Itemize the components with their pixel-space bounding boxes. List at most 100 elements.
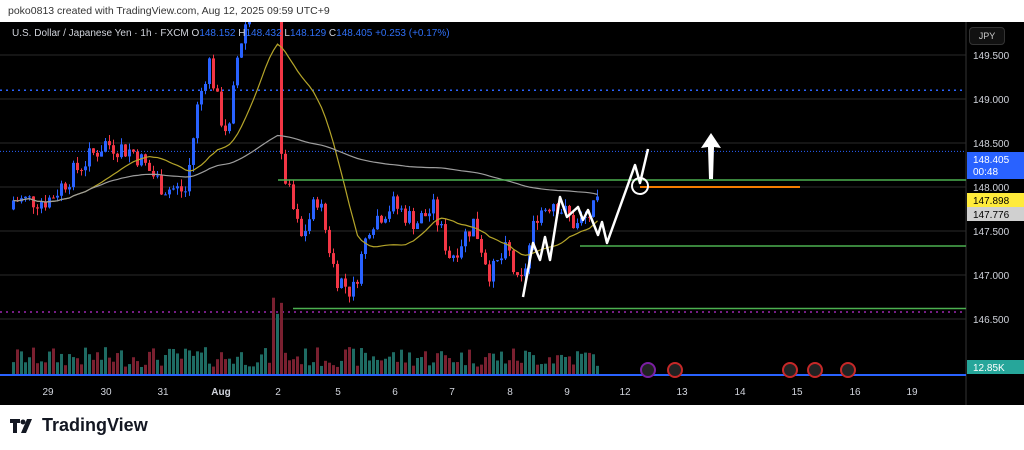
candle (332, 253, 335, 264)
volume-bar (224, 359, 227, 375)
volume-bar (404, 362, 407, 375)
volume-bar (480, 364, 483, 375)
candle (188, 164, 191, 192)
candle (380, 215, 383, 223)
volume-bar (232, 363, 235, 375)
candle (440, 224, 443, 226)
candle (28, 196, 31, 198)
candle (236, 57, 239, 86)
candle (368, 234, 371, 239)
candle (228, 123, 231, 132)
volume-bar (92, 359, 95, 375)
volume-bar (188, 350, 191, 375)
candle (168, 189, 171, 195)
price-tick-label: 148.000 (973, 183, 1010, 194)
volume-bar (272, 297, 275, 375)
price-tick-label: 147.500 (973, 227, 1010, 238)
volume-bar (260, 354, 263, 375)
candle (328, 229, 331, 254)
currency-button[interactable]: JPY (969, 27, 1005, 45)
candle (40, 201, 43, 209)
candle (388, 211, 391, 219)
candle (392, 196, 395, 212)
time-tick-label: 19 (906, 387, 918, 398)
candle (104, 141, 107, 152)
candle (324, 203, 327, 230)
volume-bar (252, 366, 255, 375)
volume-bar (148, 351, 151, 375)
candle (116, 153, 119, 158)
volume-bar (264, 348, 267, 375)
volume-bar (116, 353, 119, 375)
candle (240, 43, 243, 58)
candle (340, 278, 343, 289)
candle (76, 162, 79, 171)
candle (348, 286, 351, 297)
candle (36, 207, 39, 209)
volume-bar (576, 351, 579, 375)
volume-bar (560, 354, 563, 375)
candle (92, 148, 95, 153)
moving-average-fast (13, 43, 598, 256)
candle (336, 263, 339, 289)
volume-bar (68, 354, 71, 375)
volume-bar (368, 360, 371, 375)
volume-bar (196, 351, 199, 375)
volume-bar (36, 363, 39, 375)
candle (588, 216, 591, 218)
candle (484, 252, 487, 265)
candle (280, 0, 283, 154)
candle (196, 104, 199, 139)
volume-bar (428, 365, 431, 375)
close-label: C (328, 28, 337, 39)
volume-bar (416, 357, 419, 375)
volume-bar (340, 360, 343, 375)
candle (364, 238, 367, 255)
open-label: O (191, 28, 200, 39)
candle (212, 58, 215, 89)
volume-bar (556, 355, 559, 375)
candle (204, 83, 207, 91)
candle (500, 258, 503, 261)
volume-bar (108, 357, 111, 375)
tradingview-logo[interactable]: TradingView (10, 415, 148, 436)
candle (468, 231, 471, 237)
volume-bar (564, 356, 567, 375)
candle (152, 170, 155, 177)
candle (352, 281, 355, 297)
candle (120, 144, 123, 158)
candle (220, 91, 223, 126)
time-tick-label: 29 (42, 387, 54, 398)
volume-bar (180, 358, 183, 375)
candle (480, 238, 483, 253)
volume-bar (476, 366, 479, 375)
volume-bar (500, 351, 503, 375)
volume-bar (424, 351, 427, 375)
open-value: 148.152 (199, 28, 236, 39)
retest-circle (631, 177, 649, 195)
candle (568, 205, 571, 216)
volume-bar (420, 357, 423, 375)
volume-bar (48, 351, 51, 375)
change-value: +0.253 (+0.17%) (375, 28, 450, 39)
candle (244, 24, 247, 44)
tradingview-logo-icon (10, 418, 32, 433)
price-chart[interactable]: 149.500 149.000 148.500 148.000 147.500 147.0… (0, 0, 1024, 405)
volume-bar (128, 364, 131, 375)
volume-bar (208, 363, 211, 375)
candle (580, 217, 583, 224)
volume-bar (16, 349, 19, 375)
volume-bar (568, 356, 571, 375)
high-value: 148.432 (245, 28, 282, 39)
volume-bar (280, 302, 283, 375)
volume-bar (456, 362, 459, 375)
close-value: 148.405 (336, 28, 373, 39)
time-tick-label: 31 (157, 387, 169, 398)
candle (464, 231, 467, 247)
low-label: L (284, 28, 290, 39)
event-icon (807, 362, 823, 378)
price-tick-label: 149.500 (973, 51, 1010, 62)
candle (112, 145, 115, 154)
chart-area[interactable]: 149.500 149.000 148.500 148.000 147.500 147.0… (0, 0, 1024, 405)
volume-bar (372, 356, 375, 375)
